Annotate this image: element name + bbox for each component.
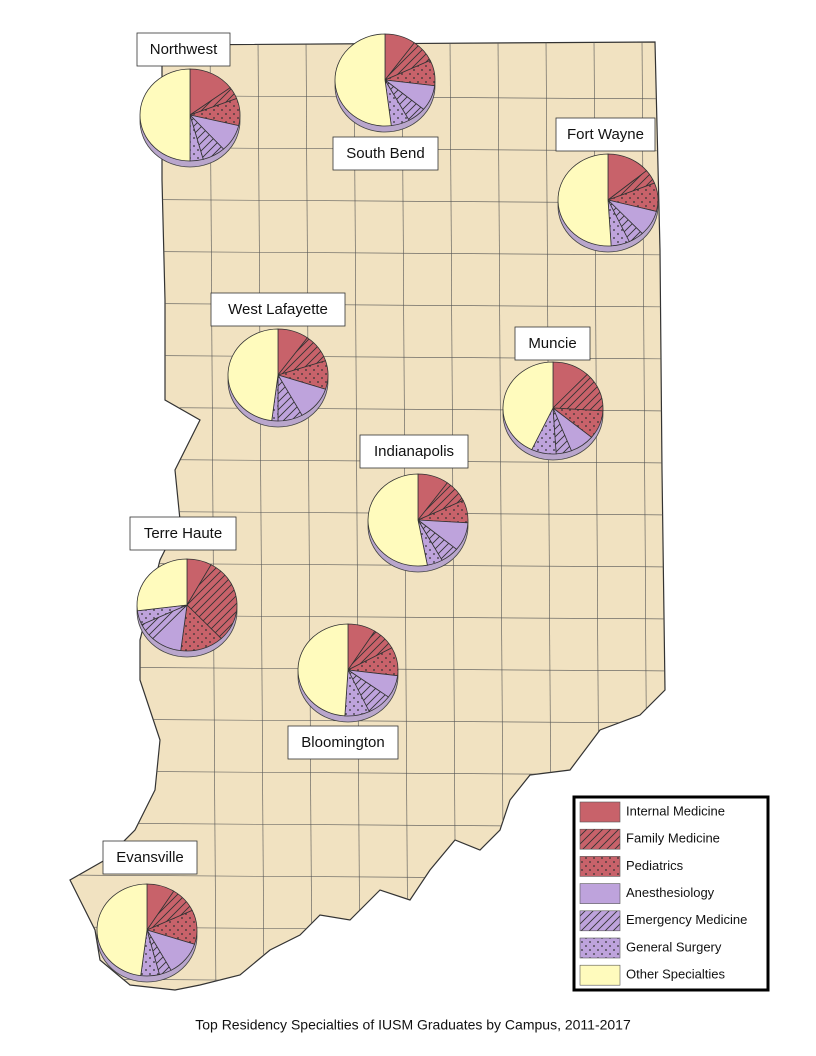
legend-label: Internal Medicine	[626, 803, 725, 818]
pie	[557, 153, 659, 253]
pie-slice	[367, 473, 428, 567]
label-box	[359, 434, 469, 469]
campus-label: South Bend	[346, 145, 424, 162]
legend-swatch	[579, 856, 621, 877]
pie-slice	[139, 68, 191, 162]
campus-label: Indianapolis	[374, 443, 454, 460]
campus-label: Fort Wayne	[567, 126, 644, 143]
pie-slice	[136, 558, 188, 612]
campus-label: West Lafayette	[228, 301, 328, 318]
pie	[96, 883, 198, 983]
state-outline	[69, 41, 666, 991]
label-box	[332, 136, 439, 171]
campus-label: Terre Haute	[144, 525, 222, 542]
pie	[502, 361, 604, 461]
pie-slice	[297, 623, 349, 717]
campus-label: Muncie	[528, 335, 576, 352]
pie-slice	[334, 33, 392, 127]
label-box	[210, 292, 346, 327]
legend-label: Anesthesiology	[626, 885, 715, 900]
pie	[227, 328, 329, 428]
campus-label: Bloomington	[301, 734, 384, 751]
label-box	[287, 725, 399, 760]
pie-slice	[502, 361, 554, 451]
legend-label: General Surgery	[626, 939, 722, 954]
pie-slice	[557, 153, 612, 247]
pie	[334, 33, 436, 133]
pie	[139, 68, 241, 168]
pie	[297, 623, 399, 723]
pie-slice	[227, 328, 279, 422]
label-box	[102, 840, 198, 875]
pie-slice	[96, 883, 148, 977]
pie	[367, 473, 469, 573]
label-box	[555, 117, 656, 152]
legend-swatch	[579, 937, 621, 959]
legend-label: Emergency Medicine	[626, 912, 747, 927]
legend-swatch	[579, 910, 621, 932]
legend-swatch	[579, 801, 621, 823]
label-box	[514, 326, 591, 361]
campus-label: Northwest	[150, 41, 218, 58]
map-title: Top Residency Specialties of IUSM Gradua…	[195, 1017, 631, 1033]
legend-swatch	[579, 828, 621, 850]
legend-swatch	[579, 883, 621, 904]
label-box	[129, 516, 237, 551]
pie-slice	[186, 564, 238, 640]
label-box	[136, 32, 231, 67]
pie	[136, 558, 238, 658]
legend-label: Family Medicine	[626, 831, 720, 846]
legend-label: Pediatrics	[626, 858, 684, 873]
campus-label: Evansville	[116, 849, 184, 866]
legend-label: Other Specialties	[626, 967, 725, 982]
legend: Internal Medicine Family Medicine Pediatri…	[572, 795, 770, 992]
legend-swatch	[579, 964, 621, 986]
